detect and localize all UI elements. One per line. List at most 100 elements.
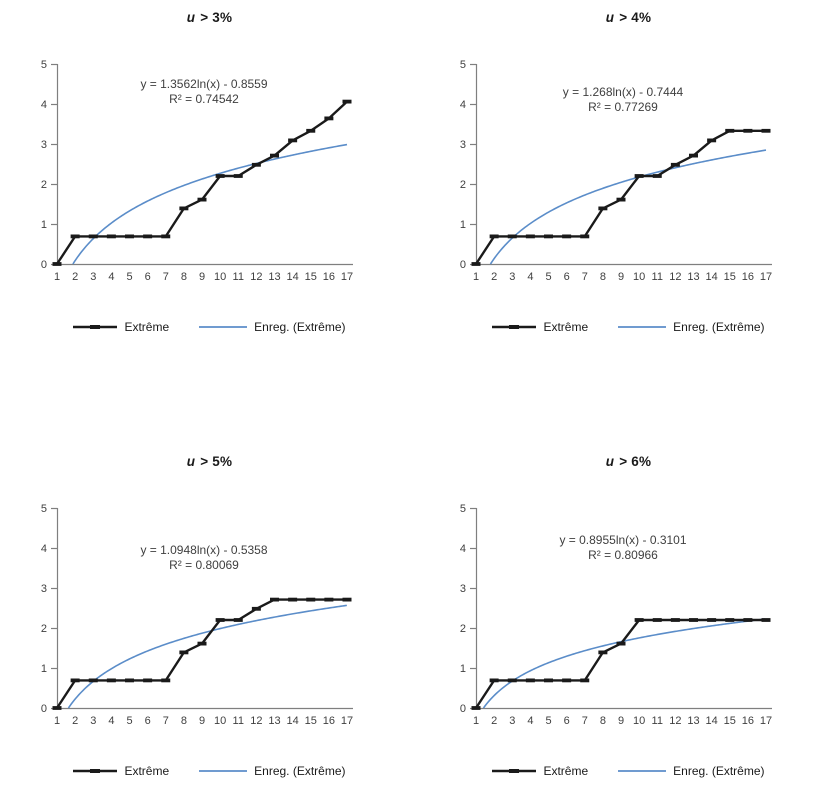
svg-text:R² = 0.77269: R² = 0.77269 [588,100,658,114]
trendline-swatch-icon [199,770,248,772]
svg-text:14: 14 [287,715,299,727]
svg-text:y = 1.3562ln(x) - 0.8559: y = 1.3562ln(x) - 0.8559 [140,77,267,91]
chart-panel-u4: u > 4% 0 1 2 3 4 5 1 2 3 4 5 6 7 8 9 10 11 12 13 14 15 16 17 y =… [419,0,838,430]
svg-text:3: 3 [41,139,47,151]
svg-text:17: 17 [760,715,772,727]
svg-text:10: 10 [214,271,226,283]
svg-text:y = 1.268ln(x) - 0.7444: y = 1.268ln(x) - 0.7444 [563,85,684,99]
svg-text:14: 14 [706,715,718,727]
svg-text:4: 4 [41,99,47,111]
trendline-swatch-icon [618,326,667,328]
svg-text:4: 4 [108,715,114,727]
svg-text:2: 2 [41,179,47,191]
svg-text:9: 9 [618,271,624,283]
svg-text:R² = 0.80966: R² = 0.80966 [588,548,658,562]
svg-text:6: 6 [564,715,570,727]
svg-text:16: 16 [742,715,754,727]
svg-text:11: 11 [652,715,663,727]
svg-text:2: 2 [72,271,78,283]
legend-item-extreme: Extrême [73,764,169,778]
svg-text:6: 6 [564,271,570,283]
svg-text:8: 8 [600,715,606,727]
svg-text:15: 15 [724,271,736,283]
svg-text:11: 11 [233,715,244,727]
trendline-swatch-icon [618,770,667,772]
legend-label-extreme: Extrême [124,764,170,778]
svg-text:17: 17 [760,271,772,283]
svg-text:8: 8 [181,271,187,283]
svg-text:8: 8 [181,715,187,727]
svg-text:y = 1.0948ln(x) - 0.5358: y = 1.0948ln(x) - 0.5358 [140,543,267,557]
svg-text:4: 4 [527,715,533,727]
svg-text:7: 7 [582,271,588,283]
svg-text:0: 0 [460,703,466,715]
chart-title: u > 3% [0,10,419,30]
legend-label-trendline: Enreg. (Extrême) [673,764,765,778]
svg-text:3: 3 [460,139,466,151]
svg-text:14: 14 [706,271,718,283]
svg-text:13: 13 [268,271,280,283]
svg-text:5: 5 [545,271,551,283]
legend-item-trendline: Enreg. (Extrême) [618,320,765,334]
svg-text:15: 15 [305,271,317,283]
legend-label-trendline: Enreg. (Extrême) [254,764,346,778]
svg-text:3: 3 [509,715,515,727]
svg-text:10: 10 [214,715,226,727]
trendline-swatch-icon [199,326,248,328]
svg-text:0: 0 [41,703,47,715]
svg-text:11: 11 [652,271,663,283]
svg-text:6: 6 [145,271,151,283]
svg-text:4: 4 [460,543,466,555]
chart-title: u > 5% [0,454,419,474]
svg-text:13: 13 [687,271,699,283]
svg-text:9: 9 [618,715,624,727]
svg-text:5: 5 [545,715,551,727]
svg-text:2: 2 [491,271,497,283]
svg-text:12: 12 [669,715,681,727]
svg-text:1: 1 [460,219,466,231]
svg-text:7: 7 [163,715,169,727]
svg-text:10: 10 [633,715,645,727]
svg-text:5: 5 [460,503,466,515]
svg-text:17: 17 [341,271,353,283]
svg-text:5: 5 [41,503,47,515]
legend-item-extreme: Extrême [492,320,588,334]
title-threshold: > 4% [619,10,652,25]
extreme-series-swatch-icon [492,769,537,773]
chart-panel-u6: u > 6% 0 1 2 3 4 5 1 2 3 4 5 6 7 8 9 10 11 12 13 14 15 16 17 y =… [419,430,838,797]
extreme-series-swatch-icon [492,325,537,329]
svg-text:R² = 0.74542: R² = 0.74542 [169,92,239,106]
title-variable: u [605,10,615,25]
svg-text:16: 16 [742,271,754,283]
svg-text:3: 3 [460,583,466,595]
svg-text:12: 12 [250,271,262,283]
legend-label-extreme: Extrême [543,320,589,334]
svg-text:5: 5 [460,59,466,71]
svg-text:9: 9 [199,715,205,727]
chart-panel-u3: u > 3% 0 1 2 3 4 5 1 2 3 4 5 6 7 8 9 10 11 12 13 14 15 16 17 y =… [0,0,419,430]
svg-text:1: 1 [460,663,466,675]
legend-label-trendline: Enreg. (Extrême) [254,320,346,334]
svg-text:2: 2 [72,715,78,727]
svg-text:1: 1 [54,271,60,283]
svg-text:R² = 0.80069: R² = 0.80069 [169,558,239,572]
svg-text:13: 13 [687,715,699,727]
chart-title: u > 6% [419,454,838,474]
svg-text:6: 6 [145,715,151,727]
svg-text:y = 0.8955ln(x) - 0.3101: y = 0.8955ln(x) - 0.3101 [559,533,686,547]
svg-text:1: 1 [473,715,479,727]
legend-item-trendline: Enreg. (Extrême) [199,320,346,334]
svg-text:1: 1 [473,271,479,283]
legend: Extrême Enreg. (Extrême) [0,764,419,778]
svg-text:5: 5 [126,715,132,727]
svg-text:7: 7 [163,271,169,283]
svg-text:1: 1 [41,219,47,231]
title-variable: u [186,10,196,25]
title-variable: u [186,454,196,469]
svg-text:4: 4 [108,271,114,283]
legend-item-trendline: Enreg. (Extrême) [618,764,765,778]
